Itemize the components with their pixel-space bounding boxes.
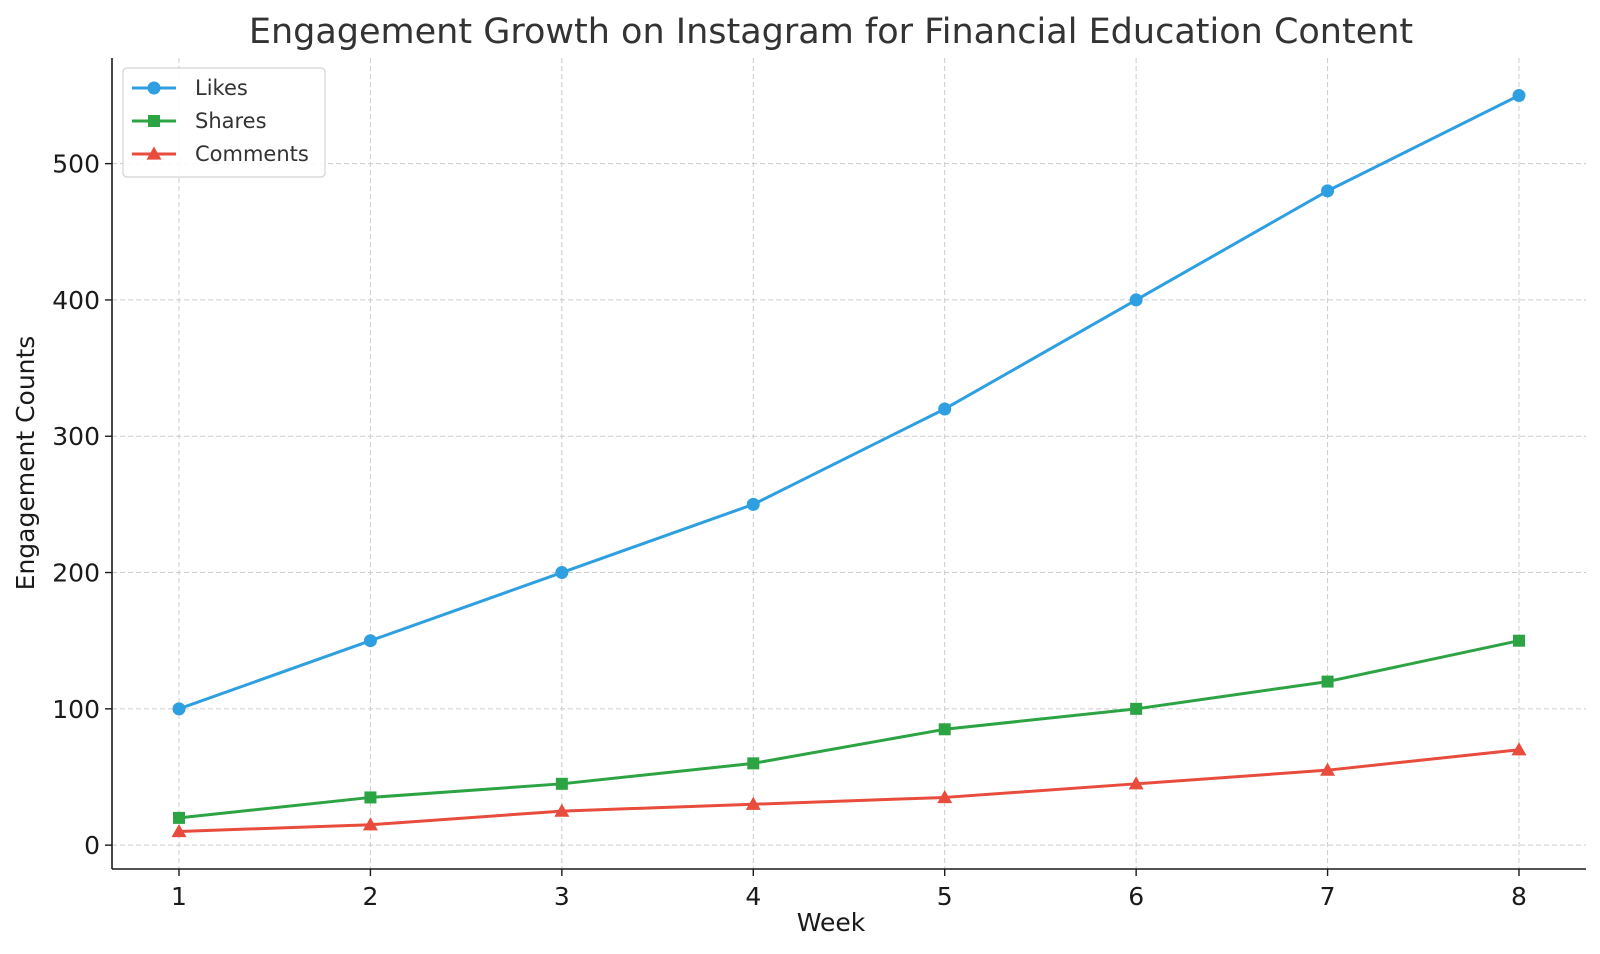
data-point-comments bbox=[937, 789, 953, 804]
legend: Likes Shares Comments bbox=[122, 67, 326, 178]
y-tick-label: 100 bbox=[52, 695, 100, 724]
series-comments bbox=[171, 742, 1527, 838]
x-tick-label: 1 bbox=[171, 882, 187, 911]
data-point-likes bbox=[1512, 88, 1526, 102]
y-tick-label: 300 bbox=[52, 422, 100, 451]
data-point-shares bbox=[1513, 634, 1525, 647]
legend-marker-shares bbox=[148, 115, 160, 127]
data-point-comments bbox=[1320, 762, 1336, 776]
legend-item-comments: Comments bbox=[132, 142, 309, 166]
data-point-likes bbox=[555, 566, 569, 580]
y-tick-label: 400 bbox=[52, 286, 100, 315]
data-point-comments bbox=[1128, 776, 1144, 790]
data-point-likes bbox=[938, 402, 952, 416]
x-tick-label: 7 bbox=[1320, 882, 1336, 911]
x-tick-label: 3 bbox=[554, 882, 570, 911]
data-point-likes bbox=[363, 634, 377, 648]
legend-marker-comments bbox=[146, 146, 162, 160]
data-point-shares bbox=[555, 777, 568, 790]
legend-item-likes: Likes bbox=[132, 76, 248, 100]
y-tick-label: 0 bbox=[84, 831, 100, 860]
series-group bbox=[171, 88, 1527, 838]
series-line-comments bbox=[177, 748, 1521, 834]
data-point-shares bbox=[1130, 702, 1143, 715]
data-point-shares bbox=[364, 791, 377, 804]
chart-title: Engagement Growth on Instagram for Finan… bbox=[249, 12, 1413, 52]
data-point-comments bbox=[1511, 742, 1527, 756]
legend-box bbox=[122, 67, 326, 178]
y-tick-label: 200 bbox=[52, 559, 100, 588]
data-point-likes bbox=[1321, 184, 1335, 198]
y-axis-ticks: 0 100 200 300 400 500 bbox=[52, 150, 112, 860]
axes bbox=[111, 58, 1586, 870]
legend-label-shares: Shares bbox=[195, 109, 267, 133]
series-line-likes bbox=[177, 93, 1521, 711]
data-point-likes bbox=[1129, 293, 1143, 307]
data-point-shares bbox=[173, 811, 185, 824]
data-point-comments bbox=[554, 803, 570, 817]
data-point-shares bbox=[1321, 675, 1334, 688]
data-point-shares bbox=[747, 757, 760, 770]
x-axis-label: Week bbox=[797, 908, 866, 937]
legend-label-likes: Likes bbox=[195, 76, 248, 100]
legend-item-shares: Shares bbox=[132, 109, 267, 133]
legend-marker-likes bbox=[147, 81, 161, 95]
data-point-shares bbox=[938, 723, 951, 736]
x-tick-label: 5 bbox=[937, 882, 953, 911]
series-line-shares bbox=[177, 639, 1521, 820]
series-likes bbox=[172, 88, 1526, 716]
data-point-comments bbox=[362, 817, 378, 831]
x-tick-label: 8 bbox=[1511, 882, 1527, 911]
x-tick-label: 2 bbox=[362, 882, 378, 911]
x-tick-label: 6 bbox=[1128, 882, 1144, 911]
data-point-likes bbox=[172, 702, 186, 716]
data-point-likes bbox=[746, 497, 760, 511]
y-tick-label: 500 bbox=[52, 150, 100, 179]
x-axis-ticks: 1 2 3 4 5 6 7 8 bbox=[171, 869, 1527, 911]
data-point-comments bbox=[171, 824, 187, 838]
legend-label-comments: Comments bbox=[195, 142, 309, 166]
series-shares bbox=[173, 634, 1525, 824]
data-point-comments bbox=[745, 796, 761, 810]
x-tick-label: 4 bbox=[745, 882, 761, 911]
y-axis-label: Engagement Counts bbox=[11, 336, 40, 591]
